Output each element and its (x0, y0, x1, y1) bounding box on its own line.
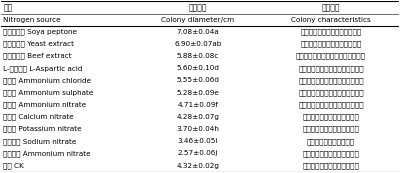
Text: Nitrogen source: Nitrogen source (3, 17, 61, 23)
Text: 菌落特征: 菌落特征 (322, 3, 340, 12)
Text: 菌落边缘整齐平铺平整，边缘整齐: 菌落边缘整齐平铺平整，边缘整齐 (298, 65, 364, 72)
Text: 菌丝白色平铺平整，边缘整齐: 菌丝白色平铺平整，边缘整齐 (303, 162, 360, 169)
Text: 5.28±0.09e: 5.28±0.09e (176, 90, 220, 95)
Text: 亚硝酸铵 Ammonium nitrate: 亚硝酸铵 Ammonium nitrate (3, 150, 91, 157)
Text: 硝酸钙 Calcium nitrate: 硝酸钙 Calcium nitrate (3, 114, 74, 120)
Text: 菌落白色，菌丝较浓密，上黄白: 菌落白色，菌丝较浓密，上黄白 (300, 41, 362, 47)
Text: 5.88±0.08c: 5.88±0.08c (177, 53, 219, 59)
Text: 3.46±0.05i: 3.46±0.05i (178, 138, 218, 144)
Text: 大豆蛋白胨 Soya peptone: 大豆蛋白胨 Soya peptone (3, 29, 77, 35)
Text: 菌落边缘整齐平铺平整，边缘整齐: 菌落边缘整齐平铺平整，边缘整齐 (298, 77, 364, 84)
Text: 5.55±0.06d: 5.55±0.06d (176, 78, 220, 83)
Text: Colony characteristics: Colony characteristics (291, 17, 371, 23)
Text: 菌落边缘整齐平铺平整，边缘整齐: 菌落边缘整齐平铺平整，边缘整齐 (298, 89, 364, 96)
Text: 4.71±0.09f: 4.71±0.09f (178, 102, 218, 108)
Text: 4.28±0.07g: 4.28±0.07g (176, 114, 220, 120)
Text: 5.60±0.10d: 5.60±0.10d (176, 65, 220, 71)
Text: 硫酸铵 Ammonium sulphate: 硫酸铵 Ammonium sulphate (3, 89, 94, 96)
Text: 硝酸铵 Ammonium nitrate: 硝酸铵 Ammonium nitrate (3, 101, 87, 108)
Text: 硝酸钾 Potassium nitrate: 硝酸钾 Potassium nitrate (3, 126, 82, 132)
Text: 亚硝酸钠 Sodium nitrate: 亚硝酸钠 Sodium nitrate (3, 138, 77, 144)
Text: L-天冬氨酸 L-Aspartic acid: L-天冬氨酸 L-Aspartic acid (3, 65, 83, 72)
Text: 6.90±0.07ab: 6.90±0.07ab (174, 41, 222, 47)
Text: 3.70±0.04h: 3.70±0.04h (176, 126, 220, 132)
Text: 菌丝边缘整齐平铺平整，边缘整齐: 菌丝边缘整齐平铺平整，边缘整齐 (298, 101, 364, 108)
Text: 菌丝上白色，菌丝较浓密，边缘整齐: 菌丝上白色，菌丝较浓密，边缘整齐 (296, 53, 366, 59)
Text: 氮源: 氮源 (3, 3, 13, 12)
Text: Colony diameter/cm: Colony diameter/cm (162, 17, 234, 23)
Text: 菌落白色，菌丝较浓密，上黄白: 菌落白色，菌丝较浓密，上黄白 (300, 29, 362, 35)
Text: 菌落边缘整齐平铺，长势良好: 菌落边缘整齐平铺，长势良好 (303, 126, 360, 132)
Text: 菌落边缘整齐平铺，长势良好: 菌落边缘整齐平铺，长势良好 (303, 114, 360, 120)
Text: 氯化铵 Ammonium chloride: 氯化铵 Ammonium chloride (3, 77, 92, 84)
Text: 牛肉提取物 Beef extract: 牛肉提取物 Beef extract (3, 53, 72, 59)
Text: 菌落直径: 菌落直径 (189, 3, 207, 12)
Text: 菌落边缘整齐，长势一般: 菌落边缘整齐，长势一般 (307, 138, 355, 144)
Text: 酵母提取物 Yeast extract: 酵母提取物 Yeast extract (3, 41, 74, 47)
Text: 菌落边缘整齐平铺，长势良好: 菌落边缘整齐平铺，长势良好 (303, 150, 360, 157)
Text: 空白 CK: 空白 CK (3, 162, 24, 169)
Text: 4.32±0.02g: 4.32±0.02g (176, 162, 220, 169)
Text: 7.08±0.04a: 7.08±0.04a (177, 29, 219, 35)
Text: 2.57±0.06j: 2.57±0.06j (178, 150, 218, 156)
